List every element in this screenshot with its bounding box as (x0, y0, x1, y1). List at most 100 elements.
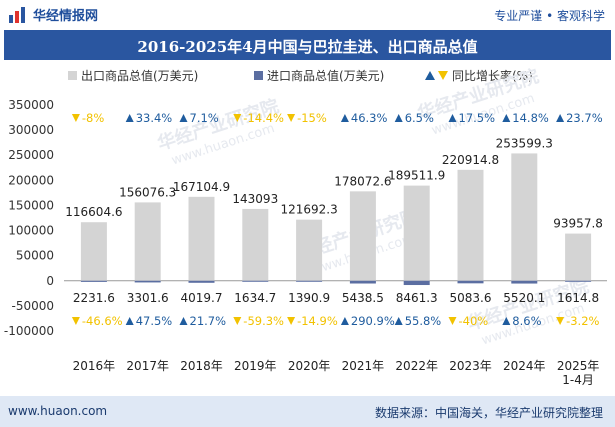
import-bar (457, 280, 484, 284)
export-bar (457, 169, 484, 281)
footer-source: 数据来源：中国海关，华经产业研究院整理 (374, 406, 603, 420)
import-value-label: 1390.9 (288, 291, 330, 305)
export-growth-label: 14.8% (512, 111, 549, 125)
y-tick-label: 350000 (8, 98, 54, 112)
export-bar (511, 153, 538, 281)
export-growth-label: -8% (82, 111, 104, 125)
export-growth-label: 33.4% (136, 111, 173, 125)
import-bar (403, 280, 430, 286)
growth-up-arrow-icon (179, 317, 188, 325)
growth-up-arrow-icon (448, 114, 457, 122)
export-growth-label: 23.7% (566, 111, 603, 125)
x-tick-label: 2018年 (180, 359, 223, 373)
import-bar (242, 280, 269, 282)
brand: 华经情报网 (8, 5, 98, 24)
export-growth-label: 7.1% (190, 111, 219, 125)
growth-up-arrow-icon (340, 317, 349, 325)
growth-down-arrow-icon (233, 114, 242, 122)
import-growth-label: 8.6% (512, 314, 541, 328)
growth-down-arrow-icon (71, 114, 80, 122)
import-growth-label: 290.9% (351, 314, 395, 328)
export-value-label: 121692.3 (280, 203, 337, 217)
x-tick-label: 2020年 (288, 359, 331, 373)
import-growth-label: 55.8% (405, 314, 442, 328)
y-tick-label: 0 (46, 274, 54, 288)
import-value-label: 8461.3 (396, 291, 438, 305)
export-value-label: 178072.6 (334, 174, 391, 188)
growth-up-arrow-icon (502, 317, 511, 325)
import-bar (134, 280, 161, 283)
y-tick-label: 250000 (8, 148, 54, 162)
growth-up-arrow-icon (340, 114, 349, 122)
export-value-label: 116604.6 (65, 205, 122, 219)
x-tick-label: 2024年 (503, 359, 546, 373)
y-tick-label: 50000 (16, 249, 54, 263)
export-value-label: 167104.9 (173, 180, 230, 194)
growth-down-arrow-icon (287, 114, 296, 122)
import-value-label: 1634.7 (234, 291, 276, 305)
export-value-label: 189511.9 (388, 169, 445, 183)
export-bar (565, 233, 592, 281)
export-bar (134, 202, 161, 281)
x-tick-label: 2023年 (449, 359, 492, 373)
legend-up-arrow-icon (425, 71, 435, 80)
import-growth-label: 47.5% (136, 314, 173, 328)
header-bar: 华经情报网 专业严谨 • 客观科学 (0, 0, 615, 28)
x-tick-label: 2016年 (73, 359, 116, 373)
growth-down-arrow-icon (448, 317, 457, 325)
export-bar (242, 208, 269, 281)
export-growth-label: 46.3% (351, 111, 388, 125)
import-value-label: 5083.6 (450, 291, 492, 305)
legend-import-swatch (254, 71, 263, 80)
export-bar (349, 191, 376, 281)
bars-layer (80, 153, 592, 286)
growth-up-arrow-icon (502, 114, 511, 122)
chart-legend: 出口商品总值(万美元) 进口商品总值(万美元) 同比增长率(%) (68, 68, 533, 83)
y-tick-label: -50000 (11, 299, 54, 313)
growth-up-arrow-icon (125, 114, 134, 122)
y-tick-label: 100000 (8, 224, 54, 238)
x-tick-label: 2021年 (342, 359, 385, 373)
import-growth-label: -59.3% (243, 314, 284, 328)
import-bar (349, 280, 376, 284)
export-bar (403, 185, 430, 281)
import-value-label: 2231.6 (73, 291, 115, 305)
export-value-label: 253599.3 (496, 136, 553, 150)
footer-website: www.huaon.com (8, 404, 108, 418)
export-growth-label: 6.5% (405, 111, 434, 125)
export-value-label: 143093 (232, 192, 278, 206)
import-growth-label: 21.7% (190, 314, 227, 328)
y-tick-label: -100000 (4, 324, 54, 338)
legend-down-arrow-icon (438, 71, 448, 80)
export-growth-label: -14.4% (243, 111, 284, 125)
slogan: 专业严谨 • 客观科学 (494, 9, 605, 23)
growth-up-arrow-icon (179, 114, 188, 122)
import-bar (296, 280, 323, 282)
y-tick-label: 300000 (8, 123, 54, 137)
import-bar (565, 280, 592, 282)
export-bar (80, 222, 107, 281)
export-value-label: 93957.8 (553, 217, 603, 231)
legend-export-swatch (68, 71, 77, 80)
import-value-label: 4019.7 (181, 291, 223, 305)
growth-down-arrow-icon (287, 317, 296, 325)
title-bar: 2016-2025年4月中国与巴拉圭进、出口商品总值 (4, 30, 611, 60)
y-tick-label: 150000 (8, 198, 54, 212)
import-value-label: 5438.5 (342, 291, 384, 305)
x-tick-label: 1-4月 (562, 373, 594, 387)
legend-import-label: 进口商品总值(万美元) (267, 68, 384, 83)
export-value-label: 220914.8 (442, 153, 499, 167)
growth-up-arrow-icon (556, 114, 565, 122)
growth-up-arrow-icon (125, 317, 134, 325)
labels-layer: -8% 33.4% 7.1% -14.4% -15% 46.3% 6.5% 17.5% 14.8… (65, 111, 603, 328)
bar-chart: 出口商品总值(万美元) 进口商品总值(万美元) 同比增长率(%) 华经产业研究院ww… (4, 65, 607, 387)
brand-name: 华经情报网 (33, 9, 99, 24)
import-value-label: 1614.8 (557, 291, 599, 305)
import-value-label: 5520.1 (503, 291, 545, 305)
import-value-label: 3301.6 (127, 291, 169, 305)
growth-down-arrow-icon (556, 317, 565, 325)
legend-export-label: 出口商品总值(万美元) (81, 68, 198, 83)
growth-down-arrow-icon (233, 317, 242, 325)
export-value-label: 156076.3 (119, 185, 176, 199)
chart-title: 2016-2025年4月中国与巴拉圭进、出口商品总值 (137, 38, 478, 56)
